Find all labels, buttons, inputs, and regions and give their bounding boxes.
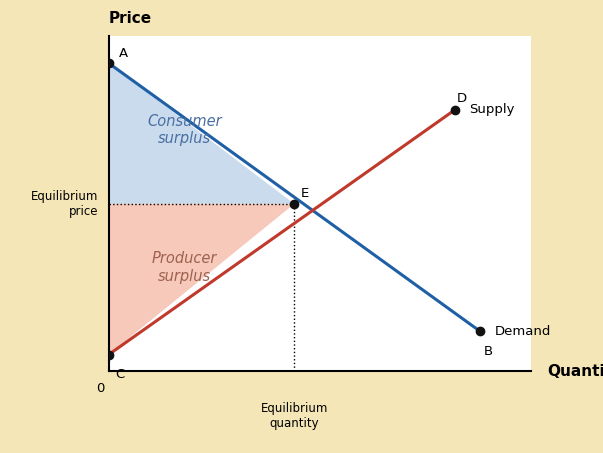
Text: Supply: Supply: [470, 103, 515, 116]
Text: 0: 0: [96, 382, 104, 395]
Text: Price: Price: [109, 11, 152, 26]
Text: Equilibrium
quantity: Equilibrium quantity: [260, 402, 328, 429]
Text: Quantity: Quantity: [548, 364, 603, 379]
Text: E: E: [301, 188, 309, 201]
Text: Demand: Demand: [495, 325, 551, 338]
Text: C: C: [115, 368, 124, 381]
Text: Producer
surplus: Producer surplus: [152, 251, 217, 284]
Text: Consumer
surplus: Consumer surplus: [147, 114, 222, 146]
Text: B: B: [484, 345, 493, 357]
Text: A: A: [119, 47, 128, 60]
Polygon shape: [109, 63, 294, 204]
Text: Equilibrium
price: Equilibrium price: [31, 190, 98, 218]
Polygon shape: [109, 204, 294, 355]
Text: D: D: [457, 92, 467, 105]
